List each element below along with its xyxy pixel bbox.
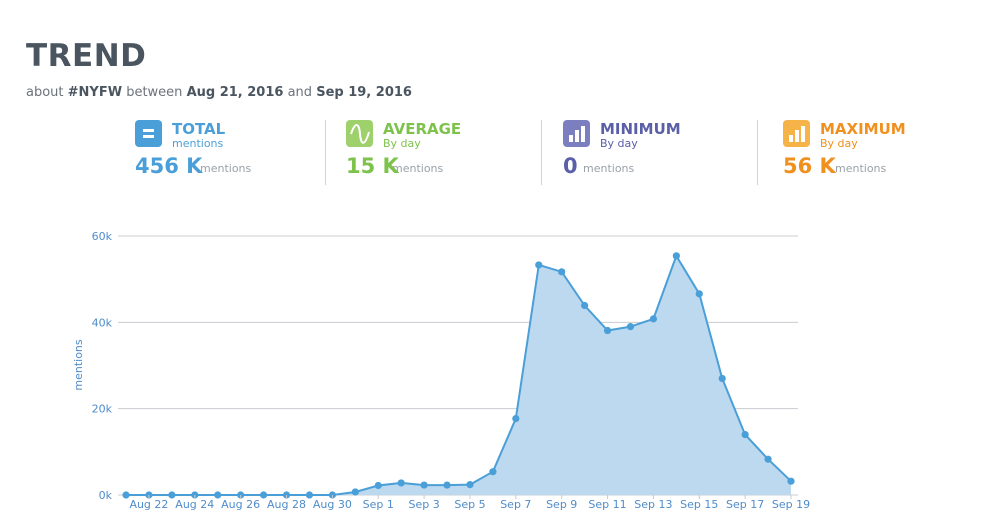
data-point[interactable] — [558, 268, 566, 276]
stat-sub: mentions — [172, 137, 224, 150]
data-point[interactable] — [489, 468, 497, 476]
data-point[interactable] — [443, 481, 451, 489]
bars-max-icon — [783, 120, 810, 147]
stat-value: 56 K — [783, 154, 836, 178]
stat-value: 15 K — [346, 154, 399, 178]
data-point[interactable] — [351, 488, 359, 496]
data-point[interactable] — [122, 491, 130, 499]
stat-unit: mentions — [200, 162, 252, 175]
data-point[interactable] — [787, 477, 795, 485]
data-point[interactable] — [420, 481, 428, 489]
hashtag: #NYFW — [67, 85, 123, 100]
data-point[interactable] — [718, 374, 726, 383]
x-tick-label: Sep 9 — [546, 498, 577, 511]
y-tick-label: 60k — [92, 230, 113, 243]
data-point[interactable] — [626, 323, 635, 331]
stat-sub: By day — [383, 137, 421, 150]
x-tick-label: Sep 15 — [680, 498, 718, 511]
x-tick-label: Sep 19 — [772, 498, 810, 511]
stat-unit: mentions — [392, 162, 444, 175]
data-point[interactable] — [741, 430, 749, 439]
page-title: TREND — [26, 38, 147, 74]
stat-unit: mentions — [583, 162, 635, 175]
x-tick-label: Sep 13 — [634, 498, 672, 511]
stat-minimum: MINIMUM By day 0 mentions — [563, 120, 743, 185]
data-point[interactable] — [214, 491, 222, 499]
data-point[interactable] — [305, 491, 314, 499]
subtitle-prefix: about — [26, 85, 64, 100]
stat-value: 0 — [563, 154, 578, 178]
stat-maximum: MAXIMUM By day 56 K mentions — [783, 120, 963, 185]
equals-icon — [135, 120, 162, 147]
subtitle: about #NYFW between Aug 21, 2016 and Sep… — [26, 85, 412, 100]
y-tick-label: 20k — [92, 403, 113, 416]
x-tick-label: Sep 3 — [408, 498, 439, 511]
x-tick-label: Sep 7 — [500, 498, 531, 511]
end-date: Sep 19, 2016 — [316, 85, 412, 100]
x-tick-label: Sep 5 — [454, 498, 485, 511]
stat-sub: By day — [600, 137, 638, 150]
series-line — [126, 253, 792, 496]
y-tick-label: 0k — [99, 489, 113, 502]
start-date: Aug 21, 2016 — [186, 85, 284, 100]
x-tick-label: Aug 28 — [267, 498, 306, 511]
stat-title: TOTAL — [172, 120, 226, 138]
bars-min-icon — [563, 120, 590, 147]
stat-value: 456 K — [135, 154, 203, 178]
y-axis-label: mentions — [72, 339, 85, 391]
data-point[interactable] — [603, 326, 612, 335]
data-point[interactable] — [581, 301, 589, 310]
data-point[interactable] — [397, 479, 405, 487]
x-tick-label: Sep 17 — [726, 498, 764, 511]
x-tick-label: Aug 24 — [175, 498, 214, 511]
wave-icon — [346, 120, 373, 147]
data-point[interactable] — [695, 290, 703, 298]
stat-divider — [325, 120, 326, 185]
data-point[interactable] — [512, 414, 520, 423]
stat-divider — [541, 120, 542, 185]
data-point[interactable] — [672, 252, 680, 260]
stat-title: MINIMUM — [600, 120, 681, 138]
data-point[interactable] — [535, 261, 543, 269]
stat-unit: mentions — [835, 162, 887, 175]
stat-title: MAXIMUM — [820, 120, 906, 138]
stat-sub: By day — [820, 137, 858, 150]
data-point[interactable] — [259, 491, 268, 499]
subtitle-between: between — [126, 85, 183, 100]
stat-average: AVERAGE By day 15 K mentions — [346, 120, 526, 185]
x-tick-label: Aug 30 — [313, 498, 352, 511]
data-point[interactable] — [764, 455, 772, 463]
stat-total: TOTAL mentions 456 K mentions — [135, 120, 305, 185]
y-tick-label: 40k — [92, 316, 113, 329]
data-point[interactable] — [374, 481, 382, 490]
data-point[interactable] — [168, 491, 176, 499]
data-point[interactable] — [466, 481, 474, 489]
x-tick-label: Aug 22 — [129, 498, 168, 511]
area-fill — [126, 255, 791, 495]
x-tick-label: Sep 11 — [588, 498, 626, 511]
x-tick-label: Aug 26 — [221, 498, 260, 511]
data-point[interactable] — [649, 315, 658, 323]
x-tick-label: Sep 1 — [363, 498, 394, 511]
stat-title: AVERAGE — [383, 120, 462, 138]
subtitle-and: and — [287, 85, 313, 100]
stat-divider — [757, 120, 758, 185]
